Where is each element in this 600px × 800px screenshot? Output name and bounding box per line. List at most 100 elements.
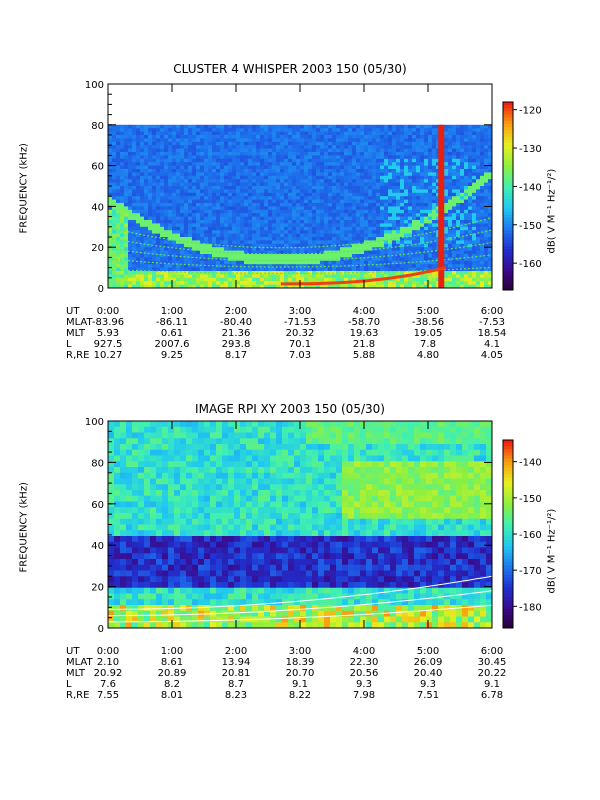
spectrogram-cell — [424, 158, 429, 163]
spectrogram-cell — [384, 158, 389, 163]
spectrogram-cell — [120, 223, 125, 228]
spectrogram-cell — [144, 421, 151, 428]
spectrogram-cell — [364, 203, 369, 207]
spectrogram-cell — [300, 169, 305, 173]
spectrogram-cell — [480, 274, 485, 279]
spectrogram-cell — [416, 209, 421, 214]
spectrogram-cell — [244, 267, 249, 272]
spectrogram-cell — [216, 226, 221, 231]
spectrogram-cell — [184, 209, 189, 214]
spectrogram-cell — [400, 145, 405, 149]
spectrogram-cell — [152, 243, 157, 248]
spectrogram-cell — [384, 196, 389, 200]
spectrogram-cell — [184, 186, 189, 190]
spectrogram-cell — [448, 128, 453, 132]
spectrogram-cell — [416, 169, 421, 173]
spectrogram-cell — [248, 169, 253, 173]
spectrogram-cell — [224, 138, 229, 143]
spectrogram-cell — [264, 209, 269, 214]
spectrogram-cell — [464, 206, 469, 211]
spectrogram-cell — [252, 158, 257, 163]
spectrogram-cell — [368, 152, 373, 156]
spectrogram-cell — [396, 138, 401, 143]
spectrogram-cell — [344, 169, 349, 173]
spectrogram-cell — [184, 281, 189, 285]
spectrogram-cell — [272, 162, 277, 166]
spectrogram-cell — [112, 128, 117, 132]
spectrogram-cell — [180, 247, 185, 251]
spectrogram-cell — [320, 124, 325, 129]
spectrogram-cell — [344, 203, 349, 207]
spectrogram-cell — [348, 179, 353, 183]
spectrogram-cell — [276, 237, 281, 241]
spectrogram-cell — [416, 189, 421, 194]
spectrogram-cell — [252, 145, 257, 149]
spectrogram-cell — [276, 128, 281, 132]
spectrogram-cell — [180, 165, 185, 170]
spectrogram-cell — [360, 145, 365, 149]
spectrogram-cell — [160, 264, 165, 268]
spectrogram-cell — [312, 199, 317, 204]
spectrogram-cell — [244, 277, 249, 282]
spectrogram-cell — [356, 230, 361, 234]
spectrogram-cell — [356, 165, 361, 170]
spectrogram-cell — [212, 257, 217, 262]
spectrogram-cell — [412, 243, 417, 248]
spectrogram-cell — [480, 264, 485, 268]
spectrogram-cell — [188, 209, 193, 214]
spectrogram-cell — [300, 277, 305, 282]
spectrogram-cell — [128, 216, 133, 221]
spectrogram-cell — [436, 128, 441, 132]
spectrogram-cell — [304, 182, 309, 187]
spectrogram-cell — [388, 186, 393, 190]
spectrogram-cell — [300, 179, 305, 183]
spectrogram-cell — [456, 243, 461, 248]
spectrogram-cell — [436, 243, 441, 248]
spectrogram-cell — [300, 192, 305, 197]
spectrogram-cell — [312, 274, 317, 279]
spectrogram-cell — [364, 223, 369, 228]
spectrogram-cell — [324, 152, 329, 156]
spectrogram-cell — [292, 226, 297, 231]
spectrogram-cell — [376, 243, 381, 248]
spectrogram-cell — [392, 172, 397, 177]
spectrogram-cell — [108, 141, 113, 146]
spectrogram-cell — [488, 196, 493, 200]
spectrogram-cell — [148, 206, 153, 211]
spectrogram-cell — [456, 138, 461, 143]
spectrogram-cell — [452, 128, 457, 132]
spectrogram-cell — [112, 260, 117, 265]
spectrogram-cell — [208, 189, 213, 194]
spectrogram-cell — [248, 240, 253, 245]
spectrogram-cell — [344, 152, 349, 156]
harmonic-line — [107, 229, 493, 255]
spectrogram-cell — [120, 145, 125, 149]
spectrogram-cell — [380, 264, 385, 268]
spectrogram-cell — [152, 260, 157, 265]
spectrogram-cell — [188, 148, 193, 153]
spectrogram-cell — [220, 220, 225, 224]
spectrogram-cell — [336, 267, 341, 272]
spectrogram-cell — [260, 199, 265, 204]
spectrogram-cell — [376, 165, 381, 170]
spectrogram-cell — [428, 148, 433, 153]
spectrogram-cell — [128, 209, 133, 214]
spectrogram-cell — [336, 155, 341, 160]
spectrogram-cell — [432, 206, 437, 211]
spectrogram-cell — [432, 240, 437, 245]
spectrogram-cell — [436, 175, 441, 180]
spectrogram-cell — [168, 216, 173, 221]
spectrogram-cell — [252, 135, 257, 139]
spectrogram-cell — [188, 213, 193, 217]
spectrogram-cell — [116, 264, 121, 268]
spectrogram-cell — [296, 277, 301, 282]
spectrogram-cell — [320, 182, 325, 187]
spectrogram-cell — [260, 162, 265, 166]
spectrogram-cell — [248, 271, 253, 275]
spectrogram-cell — [126, 524, 133, 531]
spectrogram-cell — [148, 277, 153, 282]
spectrogram-cell — [328, 131, 333, 136]
spectrogram-cell — [196, 271, 201, 275]
spectrogram-cell — [364, 216, 369, 221]
spectrogram-cell — [244, 260, 249, 265]
